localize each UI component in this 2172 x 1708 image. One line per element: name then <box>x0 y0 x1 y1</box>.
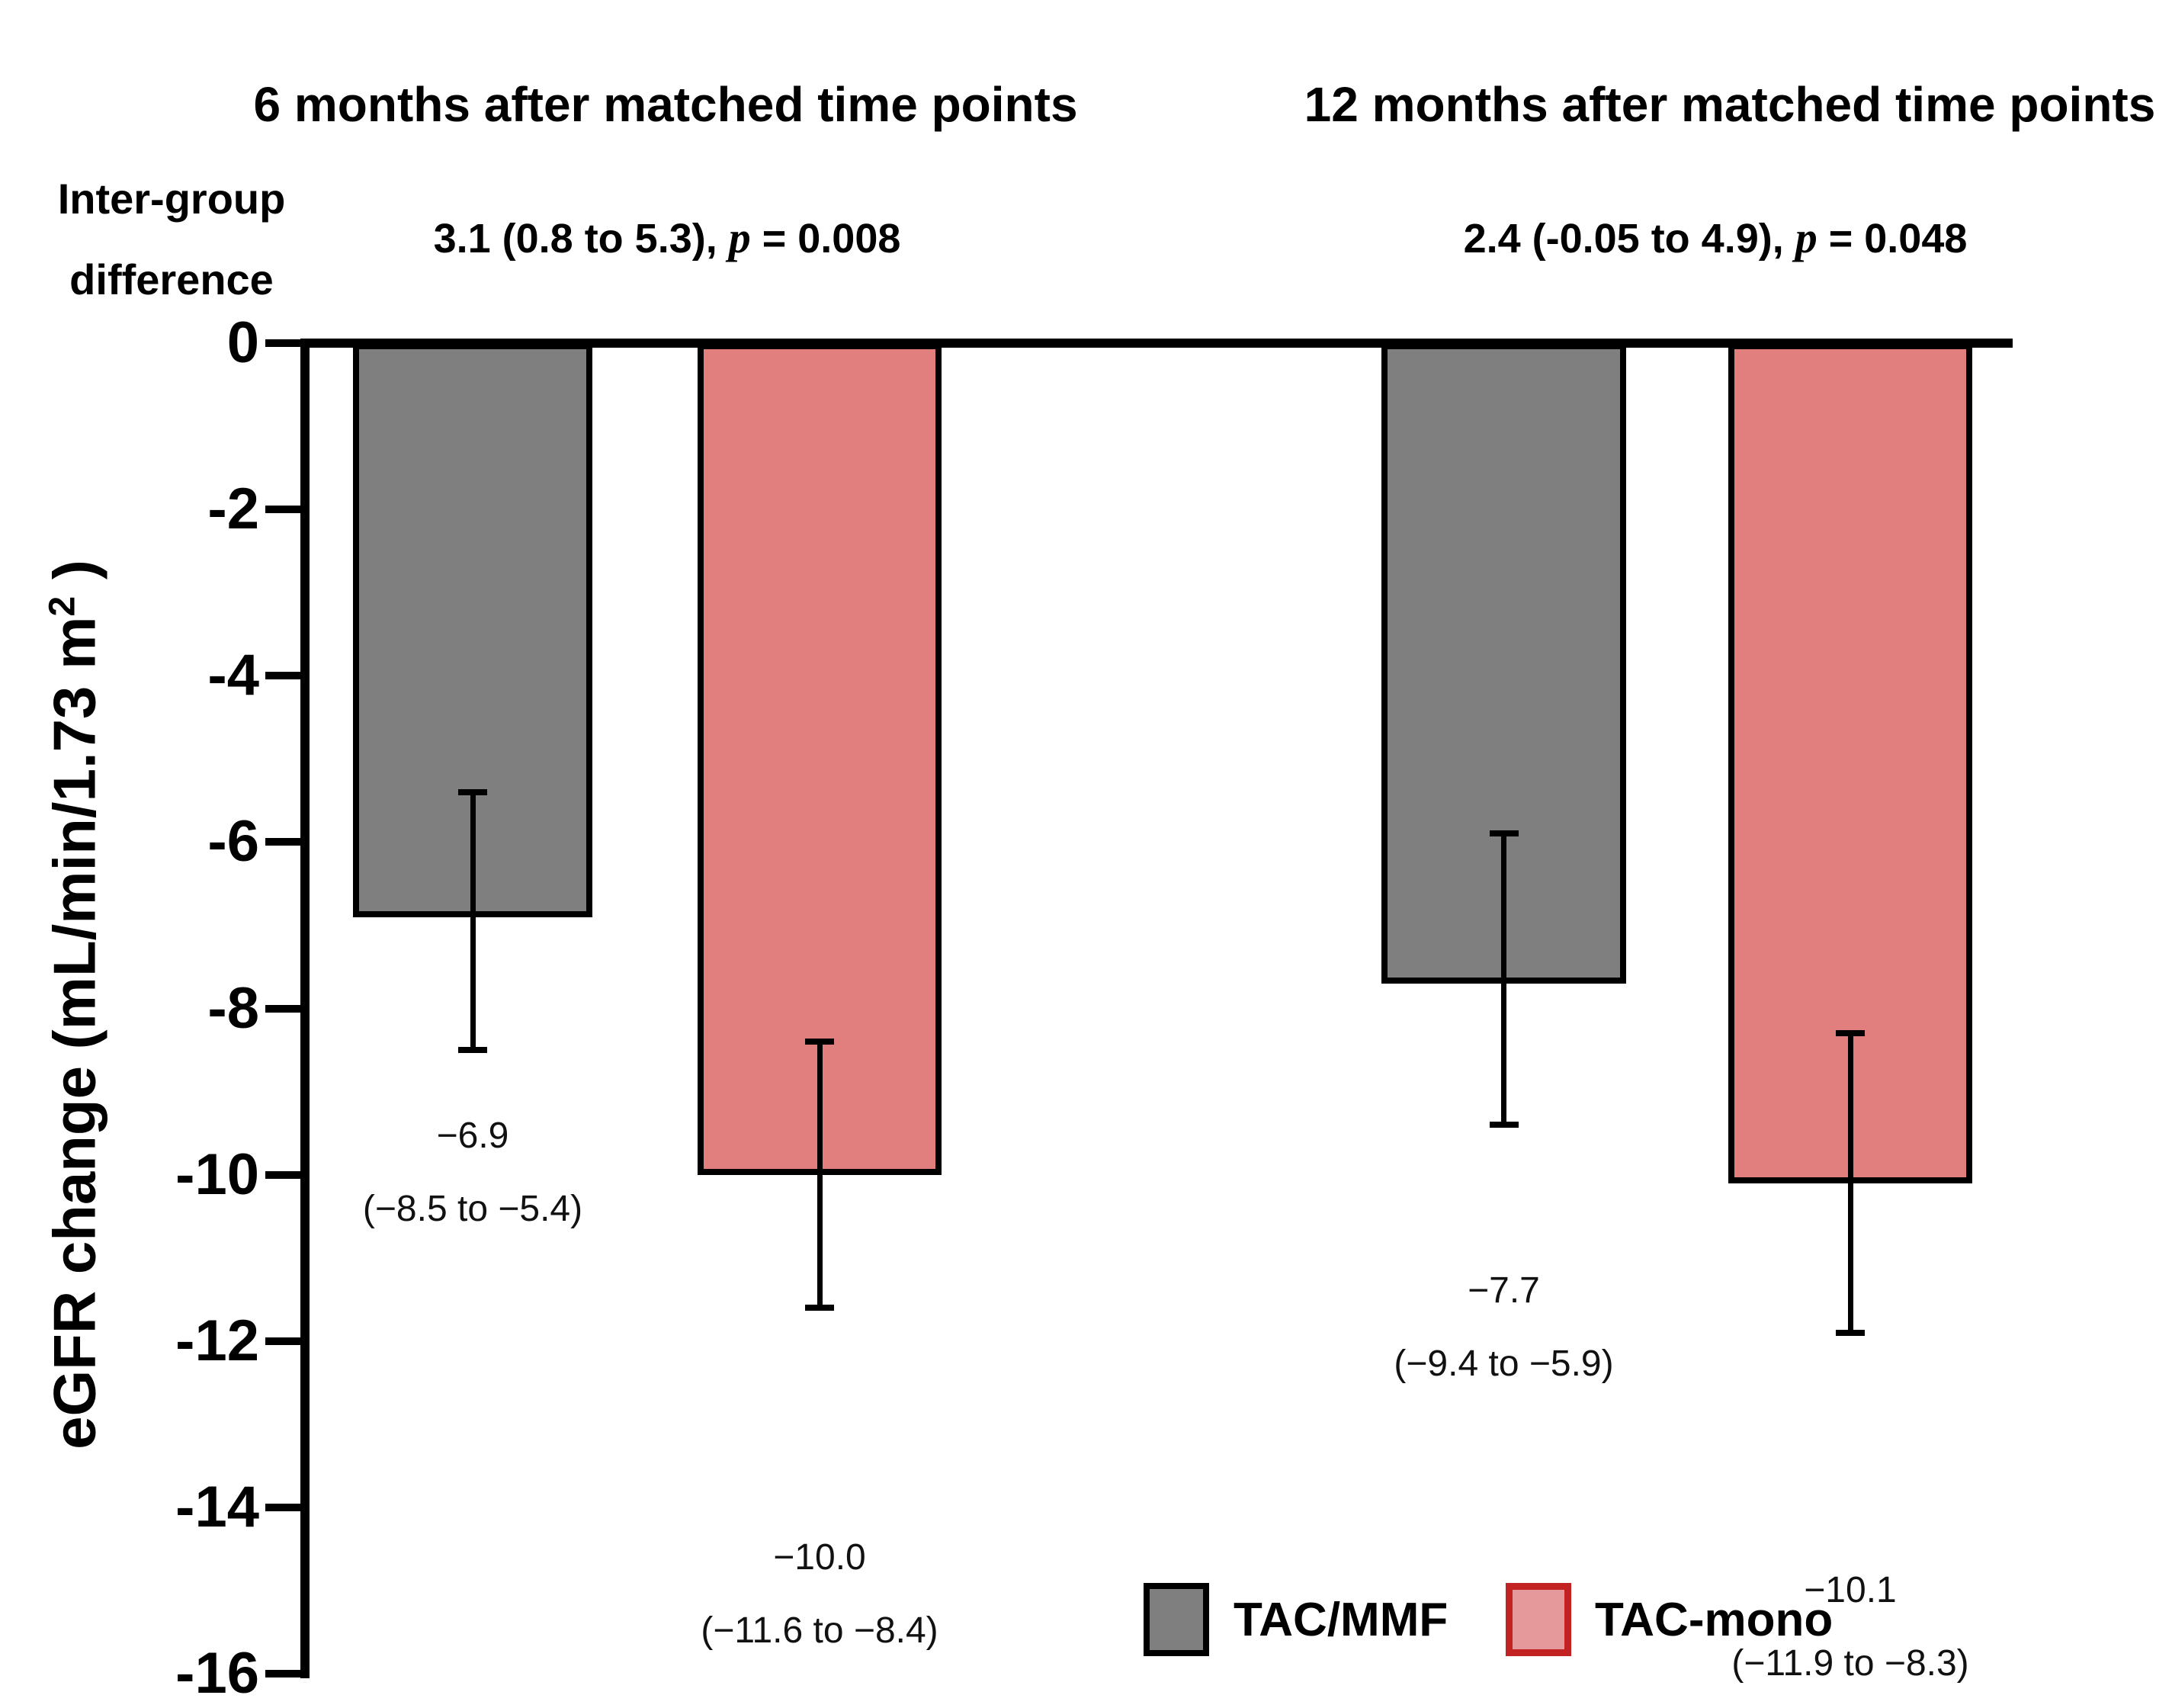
y-axis-tick <box>265 506 300 514</box>
y-axis-tick <box>265 1170 300 1179</box>
error-bar-cap-bottom <box>805 1305 834 1312</box>
y-axis-tick <box>265 1337 300 1345</box>
bar-value-ci: (−11.6 to −8.4) <box>701 1610 938 1651</box>
error-bar-cap-top <box>458 788 487 795</box>
y-axis-tick <box>265 339 300 347</box>
error-bar-line <box>1847 1033 1853 1333</box>
y-axis-tick <box>265 1004 300 1013</box>
bar-value-mean: −7.7 <box>1468 1270 1540 1311</box>
y-axis-tick-label: -16 <box>175 1641 259 1706</box>
y-axis-tick-label: -10 <box>175 1141 259 1207</box>
bar-value-mean: −10.1 <box>1804 1570 1897 1610</box>
error-bar-cap-bottom <box>458 1047 487 1054</box>
y-axis-tick <box>265 1670 300 1678</box>
bar-value-ci: (−11.9 to −8.3) <box>1731 1643 1969 1684</box>
bar-value-mean: −10.0 <box>773 1537 866 1578</box>
group-title-12-months: 12 months after matched time points <box>1304 77 2156 132</box>
intergroup-stat-12-months: 2.4 (-0.05 to 4.9), p = 0.048 <box>1311 212 2119 263</box>
y-axis-tick <box>265 838 300 846</box>
bar-value-ci: (−8.5 to −5.4) <box>362 1189 583 1229</box>
error-bar-line <box>1501 833 1506 1125</box>
error-bar-cap-bottom <box>1836 1329 1865 1336</box>
p-symbol: p <box>728 213 751 262</box>
bar-value-ci: (−9.4 to −5.9) <box>1394 1344 1614 1384</box>
legend-label-tac-mmf: TAC/MMF <box>1234 1594 1449 1646</box>
error-bar-cap-top <box>1836 1030 1865 1037</box>
error-bar-line <box>817 1042 823 1308</box>
group-title-6-months: 6 months after matched time points <box>253 77 1078 132</box>
y-axis-tick-label: -14 <box>175 1474 259 1539</box>
intergroup-difference-line2: difference <box>69 255 274 303</box>
y-axis-tick-label: -2 <box>207 477 259 542</box>
stat-value-12-months: 2.4 (-0.05 to 4.9), <box>1463 216 1795 262</box>
bar-value-label: −10.1 (−11.9 to −8.3) <box>1622 1554 2079 1700</box>
error-bar-cap-bottom <box>1489 1122 1519 1128</box>
bar-value-label: −10.0 (−11.6 to −8.4) <box>591 1521 1048 1668</box>
bar-value-label: −6.9 (−8.5 to −5.4) <box>244 1100 701 1246</box>
error-bar-cap-top <box>805 1039 834 1045</box>
y-axis-tick <box>265 1503 300 1511</box>
p-value-12-months: = 0.048 <box>1817 216 1968 262</box>
intergroup-difference-line1: Inter-group <box>57 175 286 223</box>
y-axis-tick-label: -8 <box>207 975 259 1041</box>
intergroup-difference-label: Inter-group difference <box>15 159 328 320</box>
intergroup-stat-6-months: 3.1 (0.8 to 5.3), p = 0.008 <box>267 212 1067 263</box>
legend-swatch-tac-mmf <box>1144 1583 1209 1656</box>
error-bar-line <box>470 791 476 1051</box>
p-symbol: p <box>1795 213 1817 262</box>
y-axis-tick-label: -4 <box>207 643 259 708</box>
legend: TAC/MMF TAC-mono <box>1144 1583 2172 1659</box>
legend-swatch-tac-mono <box>1506 1583 1571 1656</box>
stat-value-6-months: 3.1 (0.8 to 5.3), <box>433 216 729 262</box>
bar-value-label: −7.7 (−9.4 to −5.9) <box>1275 1254 1733 1401</box>
p-value-6-months: = 0.008 <box>750 216 901 262</box>
legend-label-tac-mono: TAC-mono <box>1595 1594 1834 1646</box>
y-axis-tick-label: -12 <box>175 1308 259 1373</box>
error-bar-cap-top <box>1489 830 1519 837</box>
bar-value-mean: −6.9 <box>436 1116 509 1156</box>
y-axis-tick-label: -6 <box>207 809 259 875</box>
y-axis-line <box>300 339 310 1678</box>
bar-tac-mono <box>698 343 942 1175</box>
y-axis-tick-label: 0 <box>226 310 259 375</box>
y-axis-tick <box>265 672 300 680</box>
